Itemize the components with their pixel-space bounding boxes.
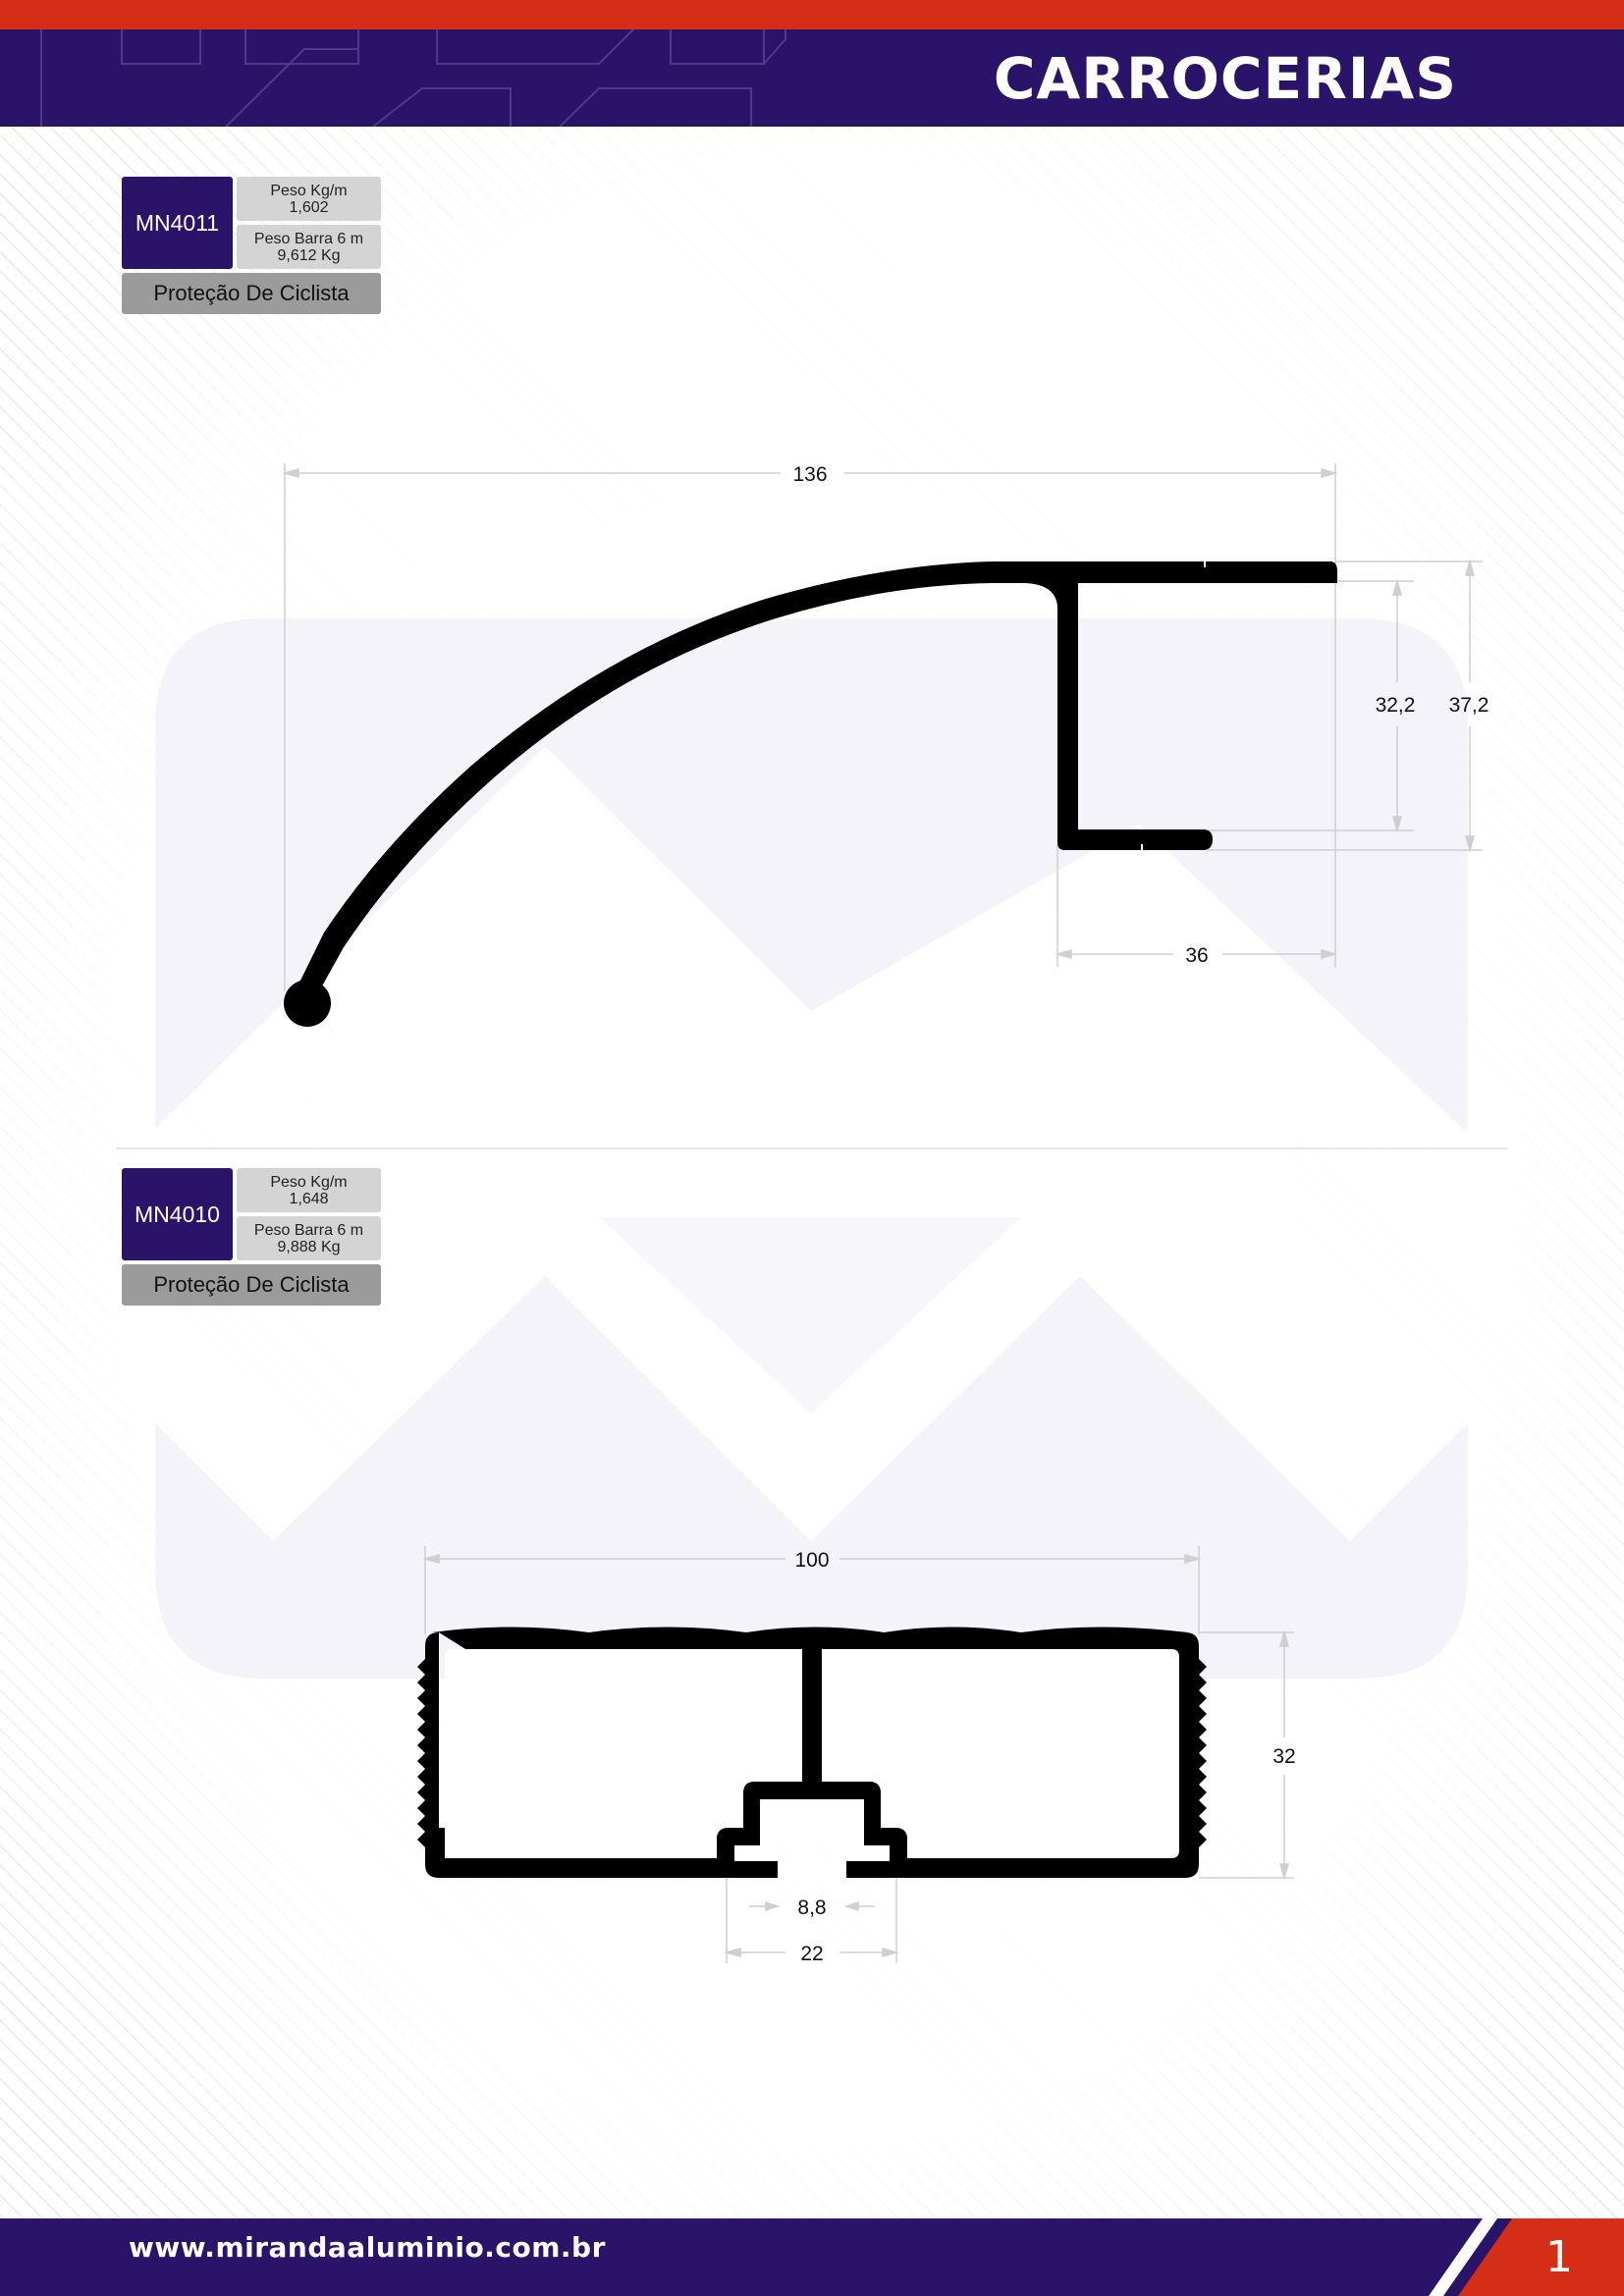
footer-accent	[1429, 2218, 1624, 2296]
page-title: CARROCERIAS	[993, 45, 1457, 112]
dim-inner-height: 32,2	[1376, 694, 1416, 717]
website-link[interactable]: www.mirandaaluminio.com.br	[129, 2231, 606, 2264]
bar-weight-value: 9,888 Kg	[277, 1238, 341, 1255]
dim-slot-opening: 8,8	[797, 1896, 826, 1919]
dim-slot-width: 22	[800, 1943, 823, 1965]
profile-code: MN4010	[122, 1168, 233, 1260]
page-header: CARROCERIAS	[0, 29, 1624, 127]
dim-flange-width: 36	[1185, 944, 1208, 967]
profile-drawing-mn4011: 136 32,2 37,2 36	[282, 463, 1489, 1027]
bar-weight-label: Peso Barra 6 m	[253, 1221, 364, 1239]
profile-drawing-mn4010: 100 32 8,8 22	[417, 1546, 1296, 1965]
weight-label: Peso Kg/m	[270, 1173, 348, 1191]
bar-weight-value: 9,612 Kg	[277, 246, 341, 264]
dim-outer-height: 37,2	[1449, 694, 1489, 717]
dim-width: 136	[792, 463, 827, 486]
dimension-lines	[422, 1546, 1294, 1963]
profile-name: Proteção De Ciclista	[122, 1264, 381, 1306]
profile-section-mn4011	[284, 561, 1337, 1027]
weight-value: 1,602	[289, 198, 329, 216]
bar-weight: Peso Barra 6 m 9,888 Kg	[237, 1216, 381, 1260]
page-footer: www.mirandaaluminio.com.br 1	[0, 2218, 1624, 2296]
header-circuit-pattern	[40, 29, 786, 127]
weight-label: Peso Kg/m	[270, 182, 348, 199]
dim-height: 32	[1272, 1745, 1295, 1768]
profile-section-mn4010	[417, 1627, 1207, 1878]
weight-per-meter: Peso Kg/m 1,648	[237, 1168, 381, 1212]
section-divider	[116, 1148, 1508, 1149]
weight-per-meter: Peso Kg/m 1,602	[237, 177, 381, 221]
dim-width: 100	[794, 1549, 829, 1572]
watermark-logo	[155, 618, 1468, 1679]
bar-weight: Peso Barra 6 m 9,612 Kg	[237, 225, 381, 269]
top-accent-stripe	[0, 0, 1624, 29]
profile-code: MN4011	[122, 177, 233, 269]
profile-name: Proteção De Ciclista	[122, 273, 381, 314]
bar-weight-label: Peso Barra 6 m	[253, 230, 364, 247]
weight-value: 1,648	[289, 1190, 329, 1207]
page-number: 1	[1545, 2232, 1573, 2282]
dimension-lines	[282, 463, 1483, 991]
